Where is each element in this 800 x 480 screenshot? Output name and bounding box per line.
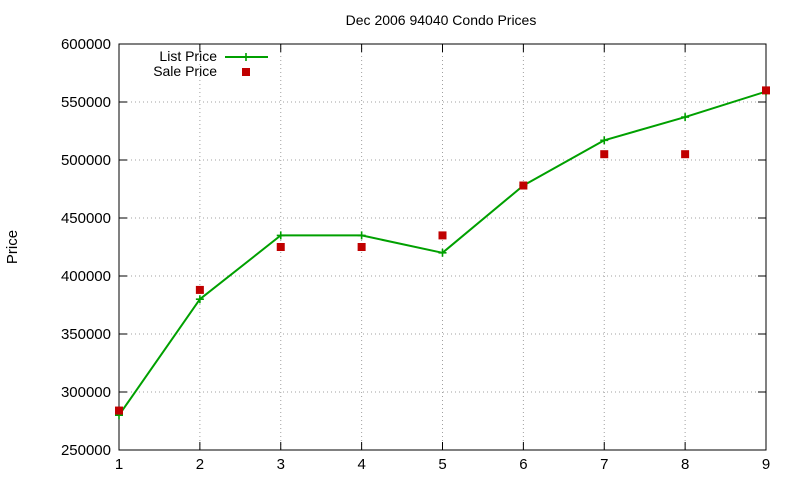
x-tick-label: 5 (438, 456, 446, 473)
sale-price-point (276, 243, 285, 251)
y-tick-label: 450000 (61, 210, 111, 227)
x-tick-label: 9 (762, 456, 770, 473)
x-tick-label: 3 (277, 456, 285, 473)
y-tick-label: 600000 (61, 36, 111, 53)
legend-item-sale-price: Sale Price (153, 63, 250, 79)
sale-price-point (600, 150, 609, 159)
sale-price-point (195, 285, 204, 294)
list-price-point (276, 231, 285, 240)
sale-price-point (681, 150, 690, 159)
legend-label-sale-price: Sale Price (153, 63, 217, 79)
sale-price-point (357, 243, 366, 251)
sale-price-point (438, 231, 447, 240)
x-tick-label: 7 (600, 456, 608, 473)
y-tick-label: 350000 (61, 326, 111, 343)
legend-label-list-price: List Price (159, 48, 217, 64)
list-price-point (357, 231, 366, 240)
legend-item-list-price: List Price (159, 48, 268, 64)
x-tick-label: 1 (115, 456, 123, 473)
y-axis-label: Price (4, 230, 21, 264)
y-tick-label: 250000 (61, 442, 111, 459)
legend: List Price Sale Price (153, 48, 268, 79)
list-price-point (681, 113, 690, 122)
sale-price-point (519, 181, 528, 190)
list-price-point (438, 248, 447, 257)
legend-swatch-marker-list-price (242, 53, 250, 61)
y-tick-label: 300000 (61, 384, 111, 401)
axis-ticks: 1 2 3 4 5 6 7 8 9 250000 300000 350000 400000 450000 5… (61, 36, 770, 473)
sale-price-point (762, 86, 770, 95)
series (115, 86, 770, 420)
list-price-point (195, 295, 204, 304)
y-tick-label: 550000 (61, 94, 111, 111)
x-tick-label: 6 (519, 456, 527, 473)
x-tick-label: 8 (681, 456, 689, 473)
chart-title: Dec 2006 94040 Condo Prices (346, 12, 537, 28)
sale-price-point (115, 406, 123, 415)
grid (119, 44, 766, 450)
list-price-point (600, 136, 609, 145)
y-tick-label: 500000 (61, 152, 111, 169)
legend-swatch-marker-sale-price (242, 68, 250, 76)
x-tick-label: 4 (357, 456, 365, 473)
x-tick-label: 2 (196, 456, 204, 473)
y-tick-label: 400000 (61, 268, 111, 285)
